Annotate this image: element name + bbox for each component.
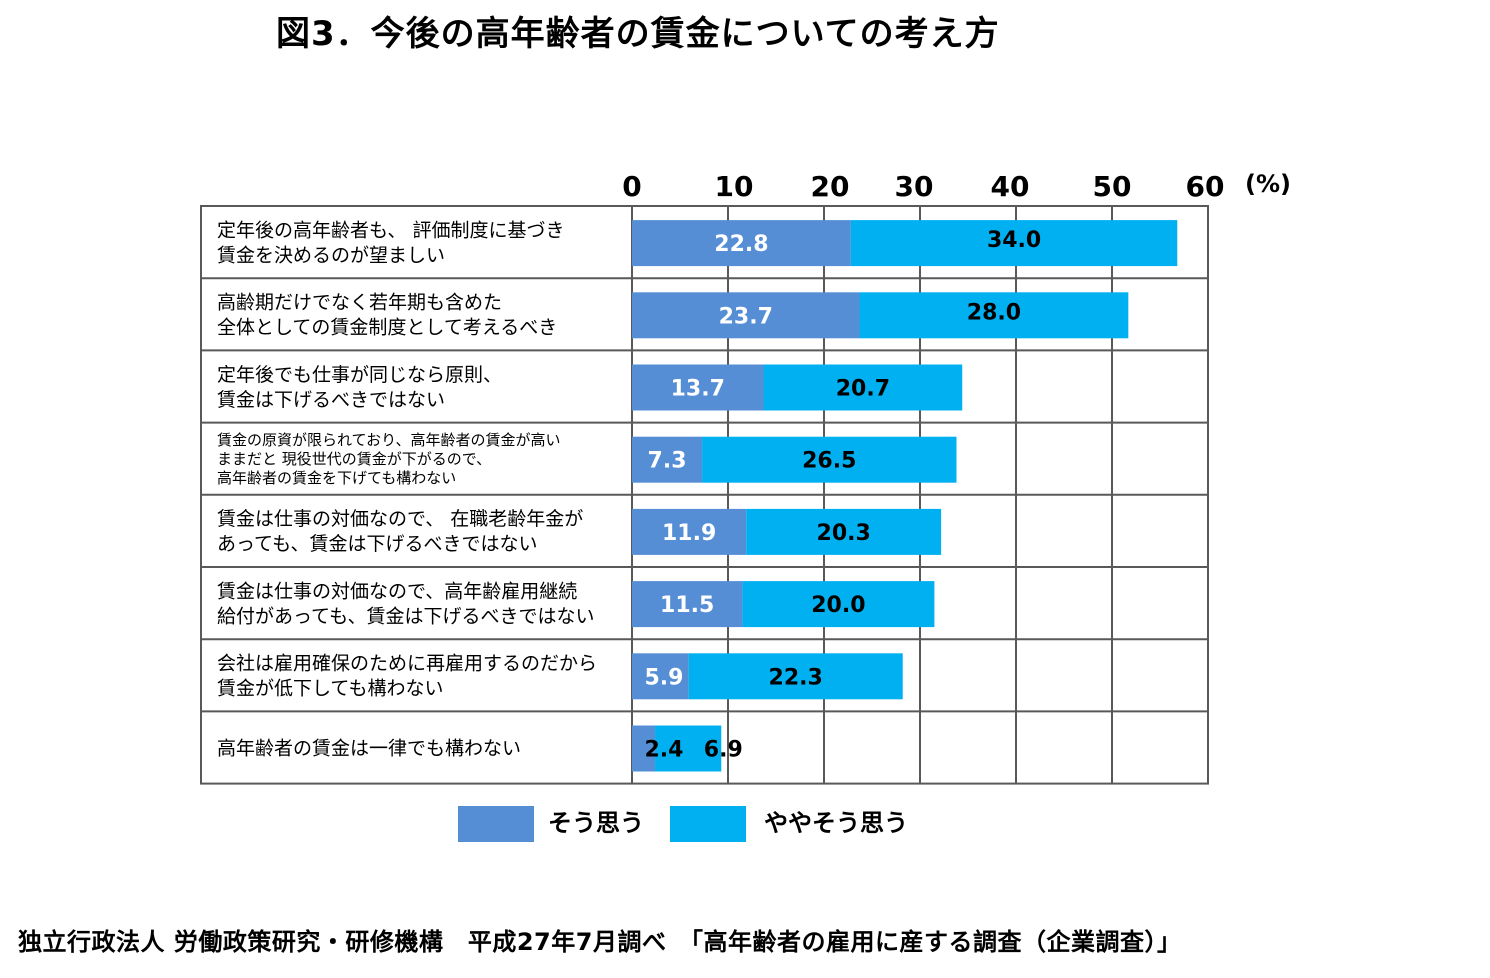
category-label-line: 賃金を決めるのが望ましい [217,244,445,266]
category-label-line: 賃金は仕事の対価なので、高年齢雇用継続 [217,580,577,602]
data-label-yaya-sou-omou: 22.3 [769,665,823,690]
legend-sou-omou: そう思う [458,806,644,842]
category-label-line: あっても、賃金は下げるべきではない [217,533,538,555]
data-label-yaya-sou-omou: 20.3 [817,521,871,546]
data-label-sou-omou: 11.9 [662,521,716,546]
data-label-sou-omou: 5.9 [645,665,684,690]
x-tick-label: 50 [1093,170,1132,203]
category-label-line: 賃金が低下しても構わない [217,678,443,700]
category-label-line: 賃金の原資が限られており、高年齢者の賃金が高い [217,431,561,449]
x-tick-label: 10 [715,170,754,203]
bar-yaya-sou-omou [859,292,1129,339]
bar-sou-omou [632,508,747,555]
category-label-line: 高年齢者の賃金は一律でも構わない [217,737,521,759]
category-label-line: 賃金は下げるべきではない [217,389,445,411]
bar-yaya-sou-omou [763,364,963,411]
legend-label: ややそう思う [764,809,908,837]
chart-title: 図3．今後の高年齢者の賃金についての考え方 [276,14,1000,54]
bar-sou-omou [632,653,689,700]
category-label-line: 定年後でも仕事が同じなら原則、 [217,364,502,386]
category-label-line: 会社は雇用確保のために再雇用するのだから [217,653,597,675]
bar-yaya-sou-omou [742,581,935,628]
data-label-sou-omou: 22.8 [714,232,768,257]
data-label-sou-omou: 7.3 [648,449,687,474]
bar-sou-omou [632,364,764,411]
x-tick-label: 40 [991,170,1030,203]
category-label-line: 定年後の高年齢者も、 評価制度に基づき [217,219,564,241]
x-tick-label: 0 [622,170,641,203]
bar-sou-omou [632,220,851,267]
category-label: 定年後でも仕事が同じなら原則、賃金は下げるべきではない [217,364,502,411]
bar-sou-omou [632,292,860,339]
legend-label: そう思う [548,809,644,837]
bar-sou-omou [632,581,743,628]
data-label-sou-omou: 23.7 [719,304,773,329]
data-label-sou-omou: 2.4 [645,738,684,763]
category-label: 高年齢者の賃金は一律でも構わない [217,737,521,759]
data-label-yaya-sou-omou: 28.0 [967,300,1021,325]
category-label-line: ままだと 現役世代の賃金が下がるので、 [217,450,491,468]
axis-layer: 0 10 20 30 40 50 60 (%) [622,170,1291,203]
source-note: 独立行政法人 労働政策研究・研修機構 平成27年7月調べ 「高年齢者の雇用に産す… [18,928,1182,956]
bar-yaya-sou-omou [655,725,722,772]
data-label-yaya-sou-omou: 34.0 [987,228,1041,253]
category-label-line: 高齢期だけでなく若年期も含めた [217,292,502,314]
category-label-line: 給付があっても、賃金は下げるべきではない [217,605,595,627]
category-label-line: 高年齢者の賃金を下げても構わない [217,469,456,487]
unit-label: (%) [1245,170,1291,198]
data-label-yaya-sou-omou: 20.0 [811,593,865,618]
category-layer: 定年後の高年齢者も、 評価制度に基づき賃金を決めるのが望ましい高齢期だけでなく若… [217,219,597,759]
data-label-yaya-sou-omou: 6.9 [704,738,743,763]
data-label-yaya-sou-omou: 20.7 [836,377,890,402]
bar-yaya-sou-omou [688,653,903,700]
x-tick-label: 20 [811,170,850,203]
legend-swatch [458,806,534,842]
bar-layer [632,220,1178,772]
data-label-sou-omou: 11.5 [660,593,714,618]
legend: そう思う ややそう思う [458,806,908,842]
data-label-sou-omou: 13.7 [671,377,725,402]
data-label-yaya-sou-omou: 26.5 [802,449,856,474]
bar-sou-omou [632,436,703,483]
legend-yaya-sou-omou: ややそう思う [670,806,908,842]
category-label-line: 賃金は仕事の対価なので、 在職老齢年金が [217,508,583,530]
bar-yaya-sou-omou [850,220,1178,267]
x-tick-label: 30 [895,170,934,203]
category-label-line: 全体としての賃金制度として考えるべき [217,317,557,339]
label-layer: 22.8 34.0 23.7 28.0 13.7 20.7 7.3 26.5 11.9 20.3 1… [645,228,1042,762]
bar-yaya-sou-omou [746,508,942,555]
legend-swatch [670,806,746,842]
bar-yaya-sou-omou [702,436,957,483]
bar-sou-omou [632,725,656,772]
x-tick-label: 60 [1186,170,1225,203]
